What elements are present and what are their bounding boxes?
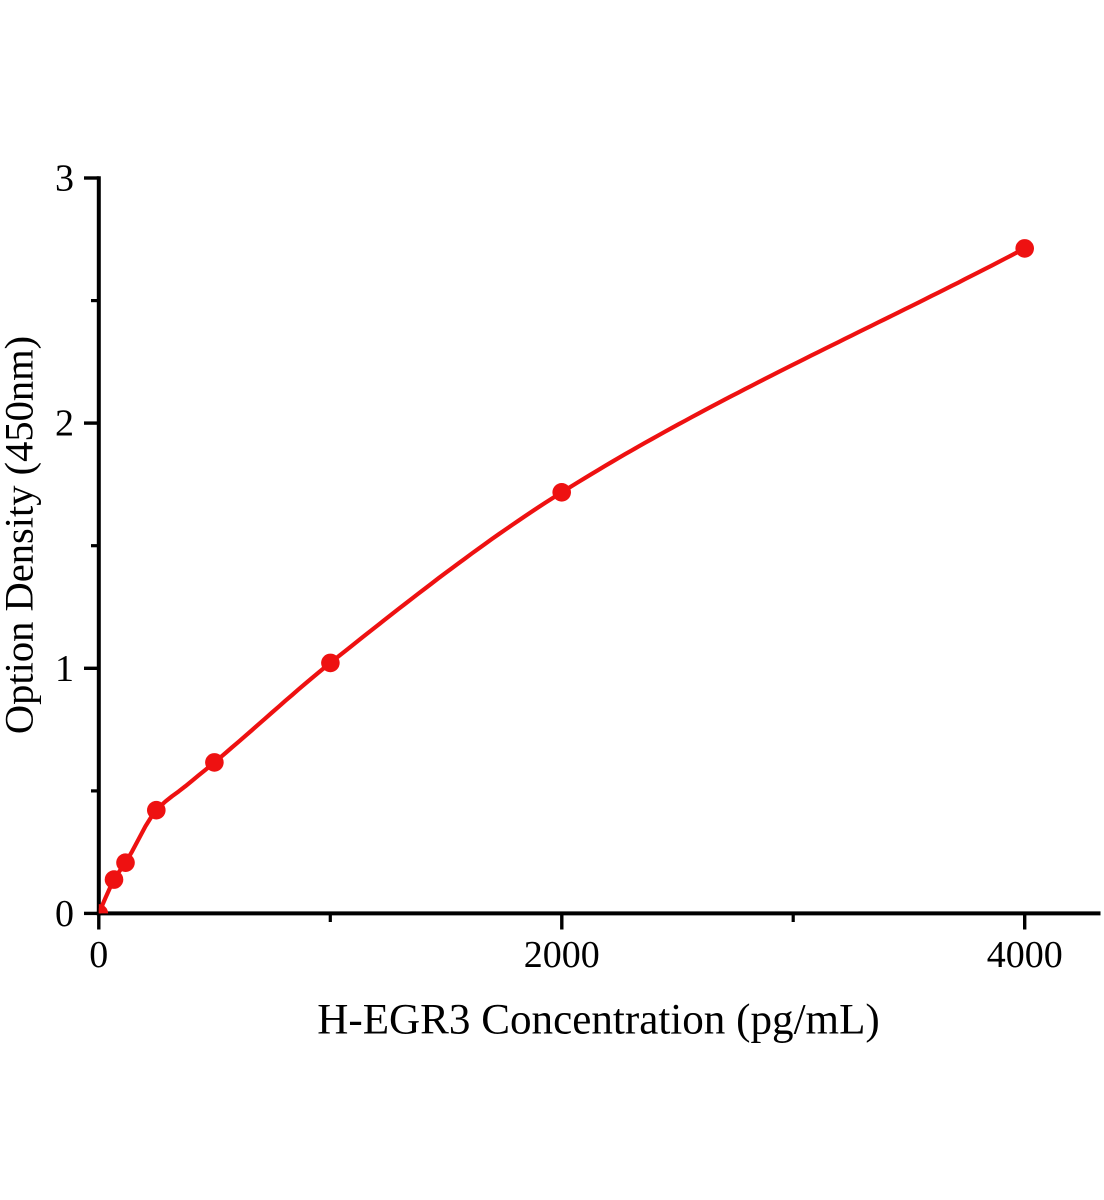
svg-text:1: 1 bbox=[55, 648, 74, 690]
svg-text:0: 0 bbox=[89, 934, 108, 976]
svg-text:2000: 2000 bbox=[524, 934, 600, 976]
svg-text:Option Density (450nm): Option Density (450nm) bbox=[0, 336, 41, 734]
svg-text:3: 3 bbox=[55, 158, 74, 200]
svg-text:2: 2 bbox=[55, 403, 74, 445]
svg-text:0: 0 bbox=[55, 893, 74, 935]
svg-text:H-EGR3 Concentration (pg/mL): H-EGR3 Concentration (pg/mL) bbox=[317, 997, 880, 1044]
svg-text:4000: 4000 bbox=[987, 934, 1063, 976]
